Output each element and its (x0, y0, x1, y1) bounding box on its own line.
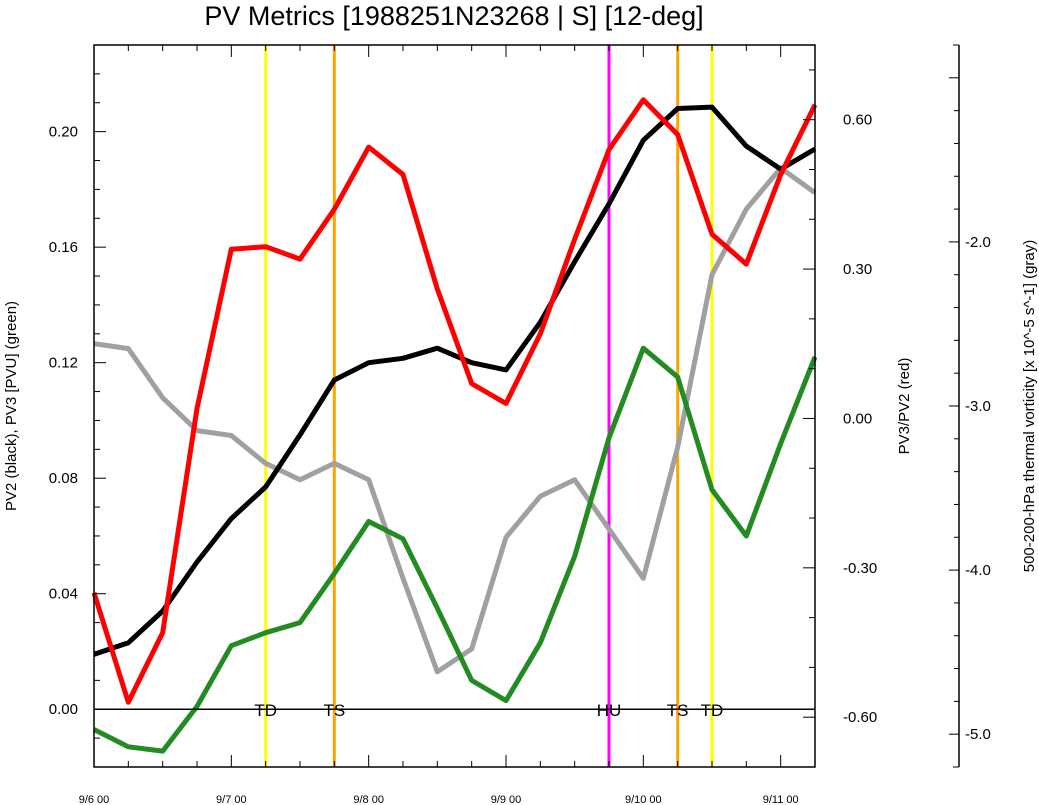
x-tick-label: 9/9 00 (491, 794, 522, 805)
far-right-tick-label: -5.0 (965, 726, 991, 743)
right-tick-label: 0.00 (843, 410, 872, 427)
far-right-tick-label: -4.0 (965, 562, 991, 579)
left-tick-label: 0.12 (49, 355, 78, 372)
plot-frame (93, 44, 816, 768)
event-label-ts-3: TS (667, 701, 689, 720)
chart-title: PV Metrics [1988251N23268 | S] [12-deg] (204, 1, 703, 31)
left-tick-label: 0.00 (49, 701, 78, 718)
left-tick-label: 0.04 (49, 586, 78, 603)
event-label-hu-2: HU (597, 701, 622, 720)
far-right-tick-label: -2.0 (965, 234, 991, 251)
series-line-thermal-vorticity (93, 165, 817, 675)
left-tick-label: 0.16 (49, 239, 78, 256)
right-tick-label: -0.60 (843, 709, 877, 726)
x-tick-label: 9/10 00 (625, 794, 662, 805)
axes: 0.00 0.04 0.08 0.12 0.16 0.20 -0.60 -0.30 0.00 0.… (49, 44, 991, 805)
x-tick-label: 9/7 00 (216, 794, 247, 805)
event-lines: TD TS HU TS TD (254, 45, 723, 767)
left-tick-label: 0.08 (49, 470, 78, 487)
right-tick-label: 0.60 (843, 112, 872, 129)
left-axis-label: PV2 (black), PV3 [PVU] (green) (3, 301, 20, 511)
far-right-axis-label: 500-200-hPa thermal vorticity [x 10^-5 s… (1021, 240, 1038, 573)
right-tick-label: 0.30 (843, 261, 872, 278)
right-axis-label: PV3/PV2 (red) (896, 358, 913, 455)
event-label-td-0: TD (254, 701, 277, 720)
left-tick-label: 0.20 (49, 124, 78, 141)
series-line-pv3-pv2 (91, 97, 818, 705)
series-lines (91, 97, 818, 754)
far-right-tick-label: -3.0 (965, 398, 991, 415)
x-tick-label: 9/11 00 (763, 794, 799, 805)
event-label-td-4: TD (701, 701, 724, 720)
series-line-pv3 (92, 345, 818, 754)
x-tick-label: 9/6 00 (79, 794, 110, 805)
x-tick-label: 9/8 00 (353, 794, 384, 805)
series-line-pv2 (93, 104, 817, 657)
event-label-ts-1: TS (323, 701, 345, 720)
right-tick-label: -0.30 (843, 560, 877, 577)
